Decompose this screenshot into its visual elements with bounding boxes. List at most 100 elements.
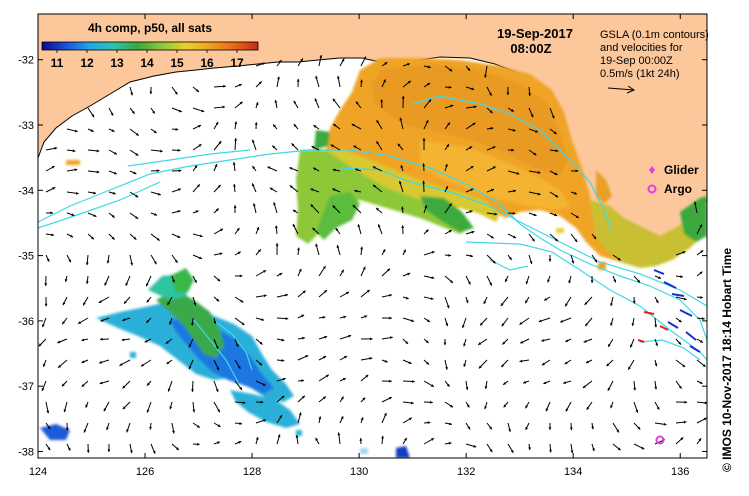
velocity-arrow <box>376 119 383 130</box>
velocity-arrow <box>255 338 263 345</box>
velocity-arrow <box>549 170 558 176</box>
velocity-arrow <box>144 338 152 343</box>
velocity-arrow <box>570 191 578 195</box>
velocity-arrow <box>171 443 180 451</box>
velocity-arrow <box>520 338 530 344</box>
velocity-arrow <box>171 254 178 264</box>
velocity-arrow <box>696 224 703 235</box>
velocity-arrow <box>107 443 111 452</box>
velocity-arrow <box>171 233 181 239</box>
velocity-arrow <box>213 275 221 282</box>
velocity-arrow <box>583 338 593 343</box>
velocity-arrow <box>45 443 51 451</box>
velocity-arrow <box>234 121 238 130</box>
velocity-arrow <box>564 296 572 307</box>
velocity-arrow <box>525 275 530 285</box>
velocity-arrow <box>507 148 515 152</box>
velocity-arrow <box>318 355 327 361</box>
velocity-arrow <box>129 170 137 175</box>
velocity-arrow <box>234 251 241 256</box>
velocity-arrow <box>519 359 530 363</box>
velocity-arrow <box>339 269 345 277</box>
velocity-arrow <box>332 168 341 172</box>
velocity-arrow <box>675 420 687 424</box>
velocity-arrow <box>255 62 266 67</box>
y-tick-label: -35 <box>18 251 34 263</box>
velocity-arrow <box>255 436 259 445</box>
velocity-arrow <box>267 166 278 172</box>
velocity-arrow <box>380 99 384 109</box>
velocity-arrow <box>213 359 220 371</box>
velocity-arrow <box>423 99 432 109</box>
velocity-arrow <box>612 422 620 433</box>
velocity-arrow <box>192 233 203 238</box>
velocity-arrow <box>82 296 89 306</box>
argo-float-marker[interactable] <box>655 435 665 445</box>
velocity-arrow <box>336 244 341 256</box>
velocity-arrow <box>108 149 118 155</box>
velocity-arrow <box>381 379 392 383</box>
velocity-arrow <box>255 380 266 386</box>
velocity-arrow <box>81 338 89 342</box>
velocity-arrow <box>375 207 383 214</box>
velocity-arrow <box>171 275 175 283</box>
velocity-arrow <box>213 422 221 428</box>
velocity-arrow <box>360 246 364 256</box>
colorbar: 4h comp, p50, all sats 11 12 13 14 15 16 17 <box>41 21 259 70</box>
velocity-arrow <box>129 233 137 240</box>
velocity-arrow <box>422 180 426 193</box>
velocity-arrow <box>582 380 593 389</box>
gsla-note-line-1: GSLA (0.1m contours) <box>600 29 709 41</box>
velocity-arrow <box>423 119 429 130</box>
velocity-arrow <box>275 243 279 256</box>
velocity-arrow <box>146 296 152 303</box>
velocity-arrow <box>171 148 181 152</box>
velocity-arrow <box>169 401 173 410</box>
legend-argo-label: Argo <box>664 182 692 196</box>
velocity-arrow <box>64 275 68 283</box>
argo-circle-icon <box>647 184 657 194</box>
velocity-arrow <box>444 401 454 408</box>
velocity-arrow <box>276 293 289 298</box>
velocity-arrow <box>528 443 531 451</box>
velocity-arrow <box>675 275 684 279</box>
velocity-arrow <box>297 268 302 277</box>
velocity-arrow <box>213 296 220 302</box>
velocity-arrow <box>401 225 405 235</box>
velocity-arrow <box>570 443 574 454</box>
velocity-arrow <box>297 379 305 383</box>
velocity-arrow <box>478 359 488 369</box>
velocity-arrow <box>528 128 539 133</box>
velocity-arrow <box>423 296 434 300</box>
velocity-arrow <box>381 79 387 88</box>
velocity-arrow <box>65 422 69 431</box>
velocity-arrow <box>276 76 280 88</box>
velocity-arrow <box>234 359 241 370</box>
velocity-arrow <box>541 359 551 366</box>
velocity-arrow <box>444 185 449 193</box>
velocity-arrow <box>122 380 131 389</box>
velocity-arrow <box>339 315 347 319</box>
velocity-arrow <box>66 443 71 451</box>
velocity-arrow <box>291 142 299 151</box>
velocity-arrow <box>310 204 320 214</box>
velocity-arrow <box>541 338 551 342</box>
velocity-arrow <box>633 443 645 450</box>
velocity-arrow <box>381 61 388 67</box>
velocity-arrow <box>360 315 368 319</box>
velocity-arrow <box>45 422 51 430</box>
velocity-arrow <box>360 56 367 67</box>
velocity-arrow <box>150 191 161 196</box>
velocity-arrow <box>339 396 344 403</box>
velocity-arrow <box>129 86 134 96</box>
plot-frame <box>37 13 708 459</box>
colorbar-tick-label: 12 <box>80 56 94 70</box>
velocity-arrow <box>171 86 178 95</box>
velocity-arrow <box>234 440 242 445</box>
velocity-arrow <box>654 401 660 410</box>
velocity-arrow <box>444 253 452 257</box>
velocity-arrow <box>632 296 636 304</box>
velocity-arrow <box>255 317 265 321</box>
velocity-arrow <box>104 275 110 286</box>
